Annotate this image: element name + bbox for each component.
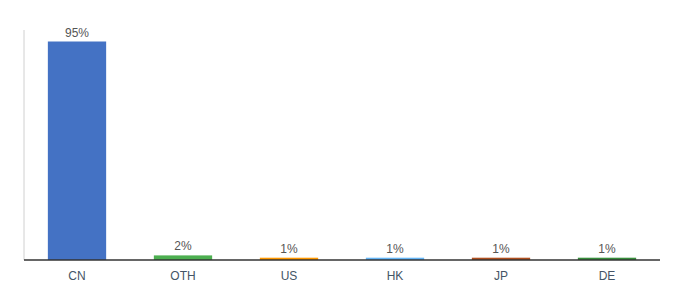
data-label: 1% xyxy=(280,242,298,256)
x-axis-line xyxy=(24,259,660,261)
x-tick-label: HK xyxy=(387,269,404,283)
bars xyxy=(48,42,636,261)
chart-svg: 95% 2% 1% 1% 1% 1% CN OTH US HK JP DE xyxy=(0,0,680,300)
x-tick-labels: CN OTH US HK JP DE xyxy=(68,269,615,283)
x-tick-label: CN xyxy=(68,269,85,283)
data-label: 2% xyxy=(174,239,192,253)
x-tick-label: US xyxy=(281,269,298,283)
data-labels: 95% 2% 1% 1% 1% 1% xyxy=(65,26,616,256)
data-label: 1% xyxy=(386,242,404,256)
y-axis-line xyxy=(24,30,25,260)
x-tick-label: OTH xyxy=(170,269,195,283)
chart-container: 95% 2% 1% 1% 1% 1% CN OTH US HK JP DE xyxy=(0,0,680,300)
bar xyxy=(48,42,106,261)
x-tick-label: DE xyxy=(599,269,616,283)
data-label: 1% xyxy=(598,242,616,256)
data-label: 95% xyxy=(65,26,89,40)
page: {"chart_data": {"type": "bar", "categori… xyxy=(0,0,680,300)
x-tick-label: JP xyxy=(494,269,508,283)
data-label: 1% xyxy=(492,242,510,256)
